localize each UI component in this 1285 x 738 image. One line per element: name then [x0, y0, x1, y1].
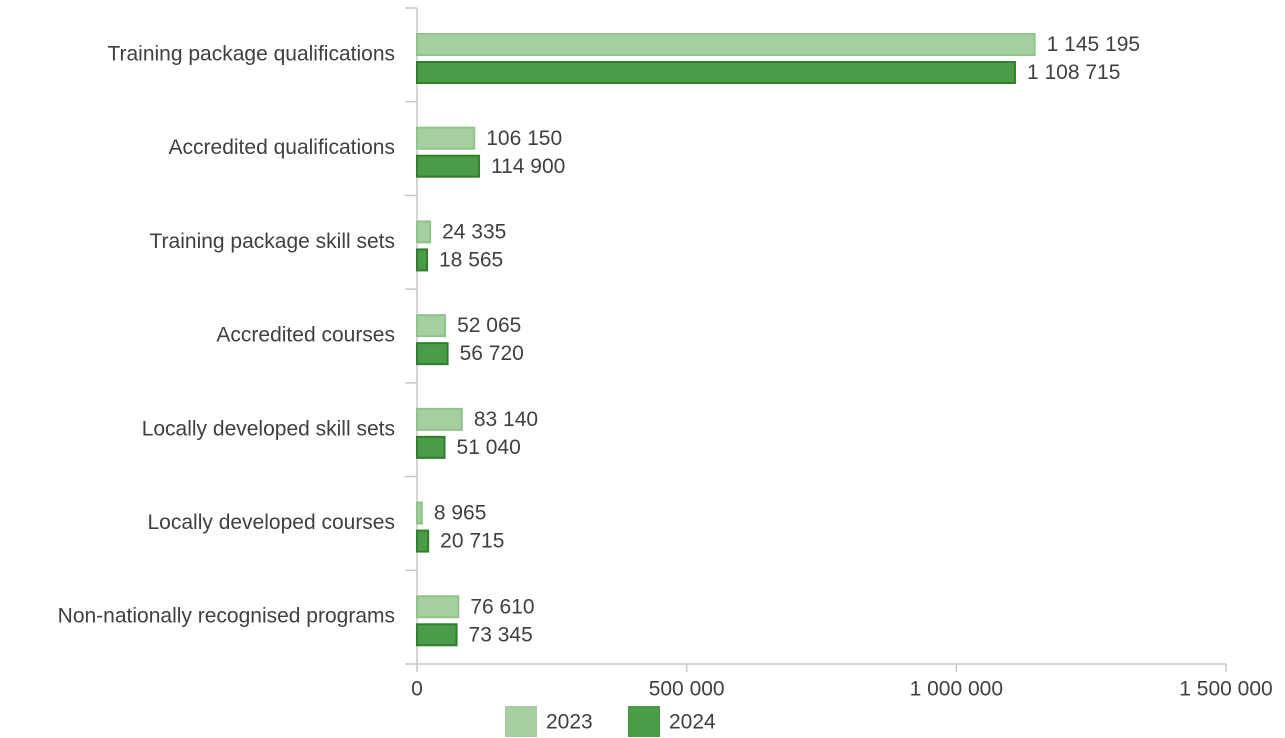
legend-swatch: [628, 706, 660, 737]
value-label: 1 108 715: [1027, 61, 1120, 84]
value-label: 114 900: [491, 155, 565, 178]
y-tick-label: Locally developed courses: [148, 511, 396, 534]
value-label: 73 345: [469, 623, 533, 646]
bar: [416, 220, 432, 244]
value-label: 18 565: [439, 248, 503, 271]
y-tick-label: Locally developed skill sets: [142, 417, 395, 440]
value-label: 20 715: [440, 530, 504, 553]
bar: [416, 126, 476, 150]
bar: [416, 595, 460, 619]
legend-label: 2023: [546, 711, 593, 734]
value-label: 52 065: [457, 314, 521, 337]
value-label: 8 965: [434, 502, 487, 525]
bar: [416, 342, 449, 366]
x-tick-label: 0: [411, 678, 423, 701]
bar: [416, 33, 1036, 56]
legend-swatch: [505, 706, 537, 737]
bar: [416, 61, 1016, 84]
y-tick-label: Accredited courses: [216, 324, 395, 347]
bar: [416, 407, 463, 431]
x-tick-label: 500 000: [649, 678, 725, 701]
bar: [416, 248, 429, 272]
y-tick-label: Training package skill sets: [150, 230, 396, 253]
bar: [416, 529, 430, 553]
y-tick-label: Training package qualifications: [107, 42, 395, 65]
legend-label: 2024: [669, 711, 716, 734]
bar: [416, 623, 458, 647]
value-label: 106 150: [486, 127, 562, 150]
bar: [416, 435, 446, 459]
y-tick-label: Non-nationally recognised programs: [58, 605, 395, 628]
value-label: 83 140: [474, 408, 538, 431]
bar: [416, 154, 480, 178]
bar: [416, 501, 423, 525]
x-tick-label: 1 000 000: [910, 678, 1003, 701]
value-label: 76 610: [470, 595, 534, 618]
value-label: 24 335: [442, 220, 506, 243]
value-label: 51 040: [457, 436, 521, 459]
bar: [416, 314, 447, 338]
value-label: 56 720: [460, 342, 524, 365]
value-label: 1 145 195: [1047, 33, 1140, 56]
x-tick-label: 1 500 000: [1179, 678, 1272, 701]
y-tick-label: Accredited qualifications: [169, 136, 395, 159]
